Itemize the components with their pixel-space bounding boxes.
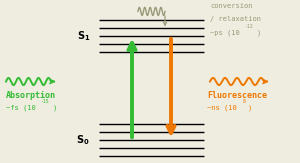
Text: ~ps (10: ~ps (10 [210, 29, 240, 36]
Text: -15: -15 [40, 99, 49, 104]
Text: ~ns (10: ~ns (10 [207, 104, 237, 111]
Text: 8: 8 [242, 99, 245, 104]
Text: -12: -12 [244, 24, 253, 30]
Text: Absorption: Absorption [6, 91, 56, 100]
Text: ~fs (10: ~fs (10 [6, 104, 36, 111]
Text: ): ) [52, 104, 57, 111]
Text: ): ) [256, 29, 261, 36]
Text: ): ) [248, 104, 252, 111]
Text: Fluorescence: Fluorescence [207, 91, 267, 100]
Text: $\mathbf{S_1}$: $\mathbf{S_1}$ [77, 29, 90, 43]
Text: / relaxation: / relaxation [210, 16, 261, 22]
Text: $\mathbf{S_0}$: $\mathbf{S_0}$ [76, 133, 90, 147]
Text: conversion: conversion [210, 3, 253, 9]
